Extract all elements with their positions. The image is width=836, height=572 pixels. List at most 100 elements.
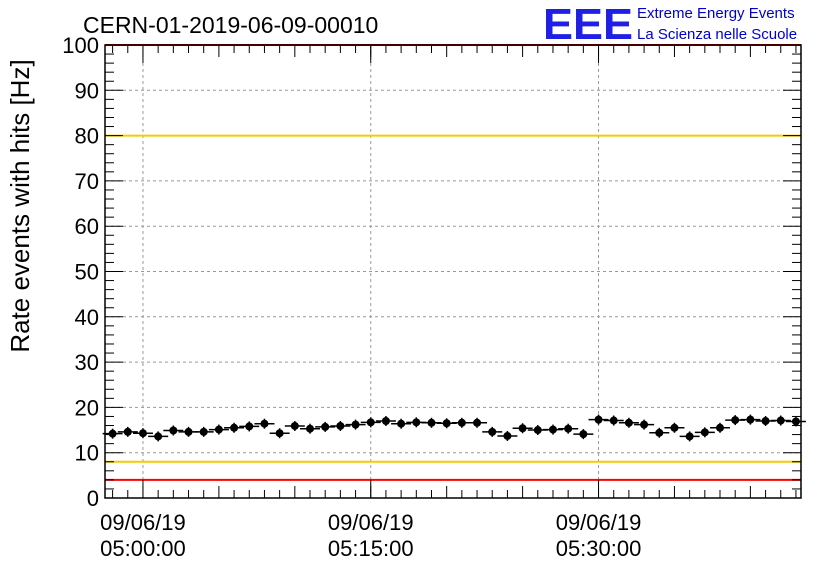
y-tick-label: 50 <box>75 260 99 285</box>
chart-title: CERN-01-2019-06-09-00010 <box>83 12 378 38</box>
data-point <box>679 431 700 442</box>
data-point-marker <box>108 429 117 438</box>
data-point-marker <box>306 424 315 433</box>
data-point <box>573 429 594 440</box>
data-point-marker <box>245 422 254 431</box>
data-point-marker <box>685 432 694 441</box>
data-point <box>512 423 533 434</box>
data-point-marker <box>169 426 178 435</box>
data-point <box>694 427 715 438</box>
data-point <box>664 422 685 433</box>
data-point <box>315 421 336 432</box>
data-point-marker <box>700 428 709 437</box>
data-point <box>239 421 260 432</box>
data-point-marker <box>579 430 588 439</box>
y-tick-label: 0 <box>87 486 99 511</box>
threshold-lines <box>105 44 801 481</box>
data-point-marker <box>640 420 649 429</box>
data-point-marker <box>184 427 193 436</box>
data-point-marker <box>199 427 208 436</box>
plot-frame <box>104 44 802 499</box>
data-point <box>208 424 229 435</box>
data-point <box>163 425 184 436</box>
y-tick-label: 60 <box>75 214 99 239</box>
data-point-marker <box>290 421 299 430</box>
data-point-marker <box>260 419 269 428</box>
data-point-marker <box>761 416 770 425</box>
data-point-marker <box>670 423 679 432</box>
data-point-marker <box>321 422 330 431</box>
data-point-marker <box>776 416 785 425</box>
data-point <box>391 418 412 429</box>
data-points <box>102 414 806 442</box>
data-point <box>224 422 245 433</box>
data-point-marker <box>564 424 573 433</box>
data-point-marker <box>214 425 223 434</box>
data-point-marker <box>138 429 147 438</box>
data-point-marker <box>427 418 436 427</box>
data-point <box>649 427 670 438</box>
data-point-marker <box>655 428 664 437</box>
data-point-marker <box>488 427 497 436</box>
data-point <box>375 415 396 426</box>
data-point <box>618 417 639 428</box>
y-tick-label: 10 <box>75 441 99 466</box>
eee-logo: EEE Extreme Energy Events La Scienza nel… <box>543 0 797 49</box>
data-point <box>558 423 579 434</box>
data-point-marker <box>503 431 512 440</box>
data-point <box>588 414 609 425</box>
eee-logo-line1: Extreme Energy Events <box>637 5 795 22</box>
data-point <box>132 428 153 439</box>
plot-border <box>104 44 802 499</box>
data-point-marker <box>275 429 284 438</box>
data-point-marker <box>716 423 725 432</box>
data-point <box>603 415 624 426</box>
y-tick-label: 30 <box>75 350 99 375</box>
eee-logo-line2: La Scienza nelle Scuole <box>637 26 797 43</box>
data-point <box>117 426 138 437</box>
data-point <box>785 416 806 427</box>
data-point-marker <box>731 416 740 425</box>
data-point <box>193 426 214 437</box>
data-point-marker <box>594 415 603 424</box>
data-point <box>740 414 761 425</box>
data-point-marker <box>351 420 360 429</box>
data-point-marker <box>791 417 800 426</box>
data-point <box>542 424 563 435</box>
data-point-marker <box>548 425 557 434</box>
x-tick-label-time: 05:00:00 <box>100 536 186 561</box>
data-point-marker <box>746 415 755 424</box>
x-tick-label-date: 09/06/19 <box>328 510 414 535</box>
data-point-marker <box>123 427 132 436</box>
data-point <box>284 420 305 431</box>
y-tick-label: 80 <box>75 124 99 149</box>
y-tick-label: 20 <box>75 395 99 420</box>
data-point-marker <box>336 421 345 430</box>
data-point <box>300 423 321 434</box>
data-point <box>360 417 381 428</box>
y-tick-label: 100 <box>62 33 99 58</box>
data-point-marker <box>624 418 633 427</box>
data-point <box>497 430 518 441</box>
data-point-marker <box>473 418 482 427</box>
data-point <box>148 431 169 442</box>
data-point <box>330 420 351 431</box>
data-point-marker <box>609 416 618 425</box>
data-point-marker <box>442 419 451 428</box>
data-point-marker <box>533 426 542 435</box>
data-point <box>269 428 290 439</box>
x-tick-label-date: 09/06/19 <box>556 510 642 535</box>
data-point-marker <box>518 424 527 433</box>
data-point <box>178 426 199 437</box>
y-axis-ticks: 0 10 20 30 40 50 60 70 80 90 100 <box>62 33 99 511</box>
data-point <box>634 419 655 430</box>
data-point <box>345 419 366 430</box>
x-tick-label-date: 09/06/19 <box>100 510 186 535</box>
x-tick-label-time: 05:30:00 <box>556 536 642 561</box>
data-point-marker <box>381 416 390 425</box>
data-point-marker <box>412 418 421 427</box>
data-point-marker <box>154 432 163 441</box>
data-point <box>770 415 791 426</box>
y-tick-label: 40 <box>75 305 99 330</box>
